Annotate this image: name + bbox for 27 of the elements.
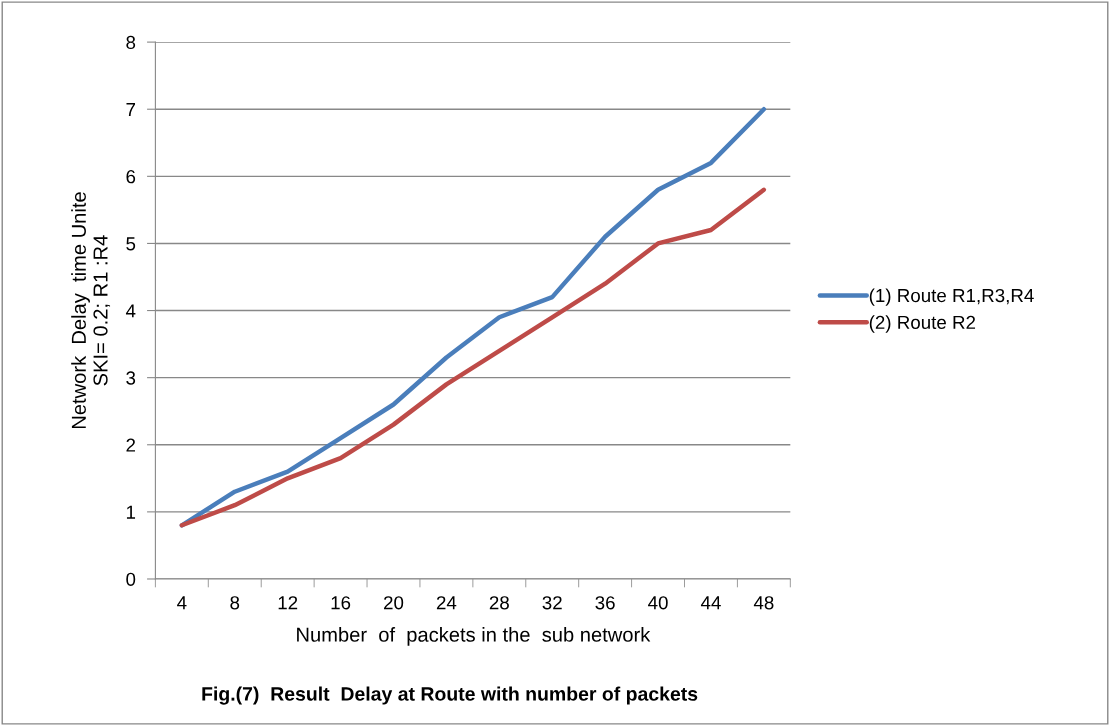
y-tick-label: 5 (126, 237, 136, 251)
y-tick-label: 0 (126, 572, 136, 586)
line-series (179, 187, 767, 528)
y-tick-label: 2 (126, 438, 136, 452)
x-tick-label: 40 (648, 596, 668, 610)
y-tick-label: 7 (126, 103, 136, 117)
x-tick-label: 24 (436, 596, 457, 610)
x-tick-label: 44 (700, 596, 721, 610)
y-axis-title: Network Delay time Unite SKI= 0.2; R1 :R4 (71, 192, 111, 429)
legend-label: (2) Route R2 (869, 315, 976, 333)
x-tick-label: 8 (230, 596, 240, 610)
x-tick-label: 36 (595, 596, 615, 610)
x-tick-label: 12 (278, 596, 298, 610)
x-axis-title: Number of packets in the sub network (297, 627, 651, 646)
x-tick-label: 28 (489, 596, 509, 610)
text: Fig.(7) Result Delay at Route with number of packets (202, 686, 698, 705)
x-tick-label: 20 (384, 596, 404, 610)
legend-label: (1) Route R1,R3,R4 (869, 288, 1034, 306)
y-tick-label: 4 (125, 304, 136, 318)
y-tick-label: 6 (126, 170, 136, 184)
x-tick-label: 16 (331, 596, 351, 610)
y-tick-label: 3 (126, 371, 136, 385)
x-tick-label: 48 (753, 596, 774, 610)
x-tick-label: 4 (177, 596, 187, 610)
y-tick-label: 1 (126, 505, 136, 519)
y-tick-label: 8 (126, 35, 136, 50)
x-tick-label: 32 (542, 596, 562, 610)
